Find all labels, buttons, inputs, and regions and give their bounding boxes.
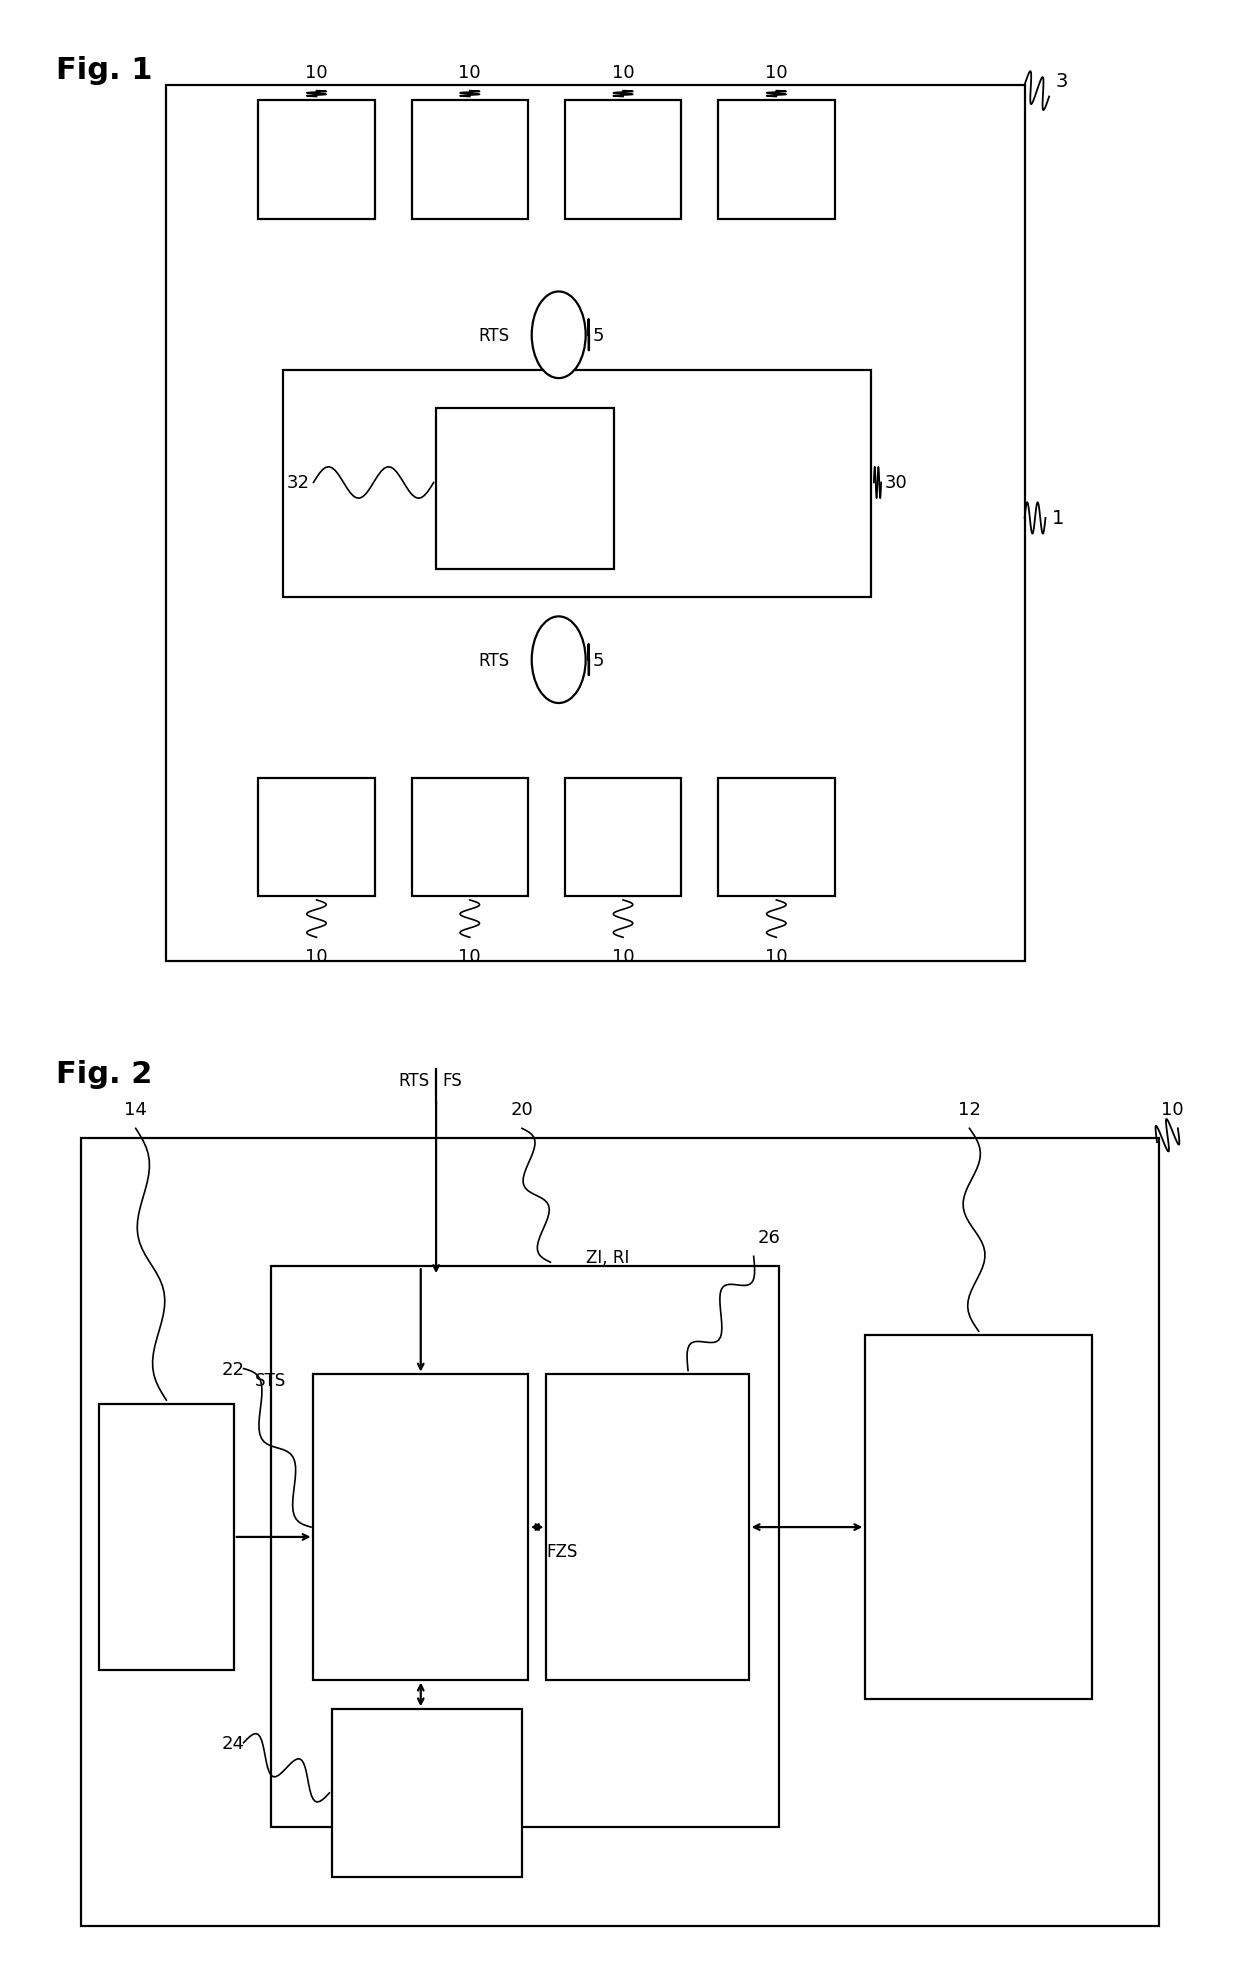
Text: 5: 5	[593, 327, 605, 345]
Bar	[565, 779, 681, 896]
Bar	[258, 101, 374, 220]
Text: 10: 10	[459, 947, 481, 965]
Text: 10: 10	[305, 63, 327, 81]
Circle shape	[532, 616, 585, 704]
Text: FZS: FZS	[547, 1542, 578, 1560]
Bar	[718, 101, 835, 220]
Text: Fig. 1: Fig. 1	[56, 55, 153, 85]
Text: 3: 3	[1055, 71, 1068, 91]
Bar	[412, 779, 528, 896]
Text: RTS: RTS	[479, 652, 510, 670]
Text: Fig. 2: Fig. 2	[56, 1060, 153, 1088]
Text: 24: 24	[222, 1734, 244, 1752]
Text: FS: FS	[443, 1072, 463, 1090]
Bar	[866, 1336, 1092, 1699]
Text: 10: 10	[765, 947, 787, 965]
Text: 10: 10	[305, 947, 327, 965]
Text: 30: 30	[885, 474, 908, 492]
Bar	[99, 1405, 234, 1671]
Text: 12: 12	[959, 1100, 981, 1120]
Text: 10: 10	[459, 63, 481, 81]
Bar	[718, 779, 835, 896]
Text: RTS: RTS	[399, 1072, 430, 1090]
Text: 14: 14	[124, 1100, 148, 1120]
Bar	[565, 101, 681, 220]
Text: STS: STS	[255, 1372, 286, 1389]
Text: ZI, RI: ZI, RI	[585, 1249, 629, 1266]
Text: 10: 10	[765, 63, 787, 81]
Bar	[547, 1376, 749, 1681]
Text: 5: 5	[593, 652, 605, 670]
Text: RTS: RTS	[479, 327, 510, 345]
Bar	[270, 1266, 780, 1827]
Bar	[314, 1376, 528, 1681]
Text: 10: 10	[611, 63, 635, 81]
Text: 20: 20	[511, 1100, 533, 1120]
Bar	[412, 101, 528, 220]
Text: 10: 10	[611, 947, 635, 965]
Text: 10: 10	[1162, 1100, 1184, 1120]
Bar	[81, 1138, 1159, 1927]
Text: 32: 32	[286, 474, 310, 492]
Text: 22: 22	[222, 1360, 244, 1377]
Text: 26: 26	[758, 1229, 780, 1247]
Bar	[166, 85, 1024, 961]
Bar	[258, 779, 374, 896]
Bar	[436, 408, 614, 569]
Bar	[332, 1708, 522, 1877]
Text: 1: 1	[1052, 509, 1064, 527]
Bar	[283, 371, 872, 597]
Circle shape	[532, 291, 585, 379]
